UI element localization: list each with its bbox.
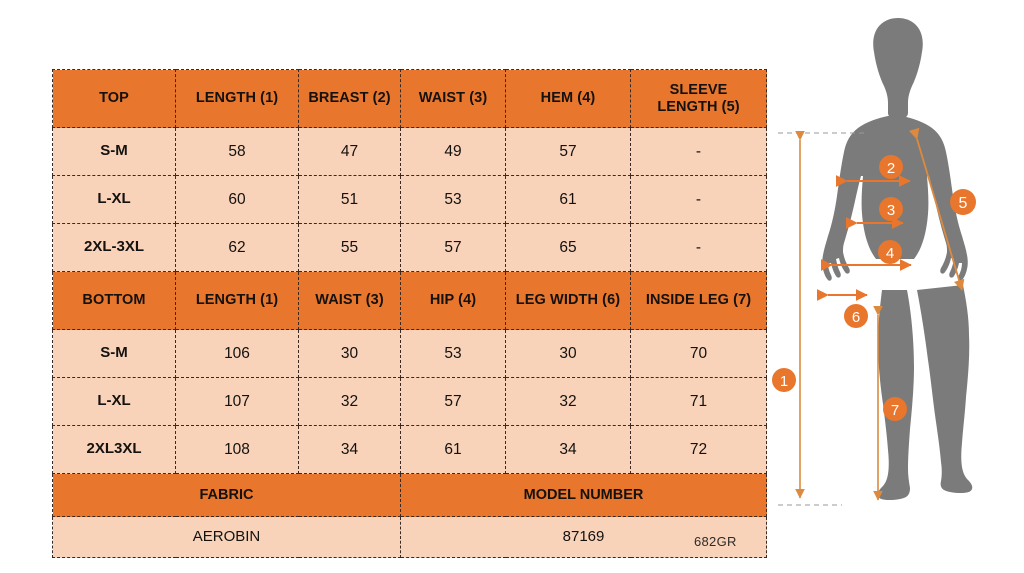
bottom-header-cell-1: LENGTH (1) [175,271,299,330]
table-row: L-XL 60 51 53 61 - [52,175,767,224]
bottom-header-cell-5: INSIDE LEG (7) [630,271,767,330]
bottom-row-1-val-1: 32 [298,377,401,426]
svg-text:3: 3 [887,202,895,219]
top-header-cell-3: WAIST (3) [400,69,506,128]
measure-badge-7: 7 [883,397,907,421]
top-row-0-size: S-M [52,127,176,176]
measure-badge-4: 4 [878,240,902,264]
top-row-1-size: L-XL [52,175,176,224]
top-row-2-val-0: 62 [175,223,299,272]
bottom-row-0-val-1: 30 [298,329,401,378]
svg-text:5: 5 [959,195,968,212]
svg-text:2: 2 [887,160,895,177]
table-row: S-M 106 30 53 30 70 [52,329,767,378]
top-header-cell-0: TOP [52,69,176,128]
svg-text:1: 1 [780,373,788,390]
bottom-row-2-val-4: 72 [630,425,767,474]
bottom-header-cell-4: LEG WIDTH (6) [505,271,631,330]
top-row-1-val-0: 60 [175,175,299,224]
bottom-row-1-val-2: 57 [400,377,506,426]
bottom-row-2-val-0: 108 [175,425,299,474]
bottom-row-2-val-3: 34 [505,425,631,474]
top-row-1-val-1: 51 [298,175,401,224]
footer-data-row: AEROBIN 87169 [52,516,767,558]
bottom-row-0-size: S-M [52,329,176,378]
top-row-2-val-4: - [630,223,767,272]
top-header-cell-4: HEM (4) [505,69,631,128]
table-row: L-XL 107 32 57 32 71 [52,377,767,426]
top-header-cell-2: BREAST (2) [298,69,401,128]
bottom-row-2-val-2: 61 [400,425,506,474]
top-row-0-val-3: 57 [505,127,631,176]
bottom-row-0-val-4: 70 [630,329,767,378]
top-header-row: TOP LENGTH (1) BREAST (2) WAIST (3) HEM … [52,69,767,128]
footer-header-row: FABRIC MODEL NUMBER [52,473,767,517]
bottom-header-cell-3: HIP (4) [400,271,506,330]
top-row-0-val-0: 58 [175,127,299,176]
guide-lines [778,132,866,506]
model-number-value: 87169 [400,516,767,558]
bottom-row-0-val-3: 30 [505,329,631,378]
measure-badge-2: 2 [879,155,903,179]
size-table-container: TOP LENGTH (1) BREAST (2) WAIST (3) HEM … [52,69,767,558]
fabric-label: FABRIC [52,473,401,517]
top-row-2-size: 2XL-3XL [52,223,176,272]
top-row-1-val-3: 61 [505,175,631,224]
table-row: S-M 58 47 49 57 - [52,127,767,176]
svg-text:4: 4 [886,245,894,262]
model-number-label: MODEL NUMBER [400,473,767,517]
top-row-1-val-2: 53 [400,175,506,224]
measure-badges: 1 2 3 4 5 [772,155,976,421]
top-header-cell-1: LENGTH (1) [175,69,299,128]
bottom-row-1-val-4: 71 [630,377,767,426]
measure-line-5 [908,127,965,291]
product-code: 682GR [694,534,737,549]
sleeve-line-1: SLEEVE [669,82,728,99]
top-row-2-val-3: 65 [505,223,631,272]
table-row: 2XL-3XL 62 55 57 65 - [52,223,767,272]
table-row: 2XL3XL 108 34 61 34 72 [52,425,767,474]
top-row-0-val-1: 47 [298,127,401,176]
fabric-value: AEROBIN [52,516,401,558]
bottom-header-row: BOTTOM LENGTH (1) WAIST (3) HIP (4) LEG … [52,271,767,330]
bottom-row-0-val-0: 106 [175,329,299,378]
bottom-row-2-size: 2XL3XL [52,425,176,474]
bottom-row-1-size: L-XL [52,377,176,426]
svg-text:7: 7 [891,402,899,419]
measure-badge-6: 6 [844,304,868,328]
measure-badge-3: 3 [879,197,903,221]
top-header-cell-5: SLEEVE LENGTH (5) [630,69,767,128]
bottom-header-cell-0: BOTTOM [52,271,176,330]
measurement-figure: 1 2 3 4 5 [770,0,1024,573]
bottom-header-cell-2: WAIST (3) [298,271,401,330]
top-row-0-val-2: 49 [400,127,506,176]
top-row-2-val-2: 57 [400,223,506,272]
bottom-row-1-val-0: 107 [175,377,299,426]
bottom-row-0-val-2: 53 [400,329,506,378]
top-row-0-val-4: - [630,127,767,176]
bottom-row-1-val-3: 32 [505,377,631,426]
measure-badge-1: 1 [772,368,796,392]
size-table: TOP LENGTH (1) BREAST (2) WAIST (3) HEM … [52,69,767,558]
top-row-2-val-1: 55 [298,223,401,272]
top-row-1-val-4: - [630,175,767,224]
sleeve-line-2: LENGTH (5) [657,98,740,115]
bottom-row-2-val-1: 34 [298,425,401,474]
svg-text:6: 6 [852,309,860,326]
measure-badge-5: 5 [950,189,976,215]
